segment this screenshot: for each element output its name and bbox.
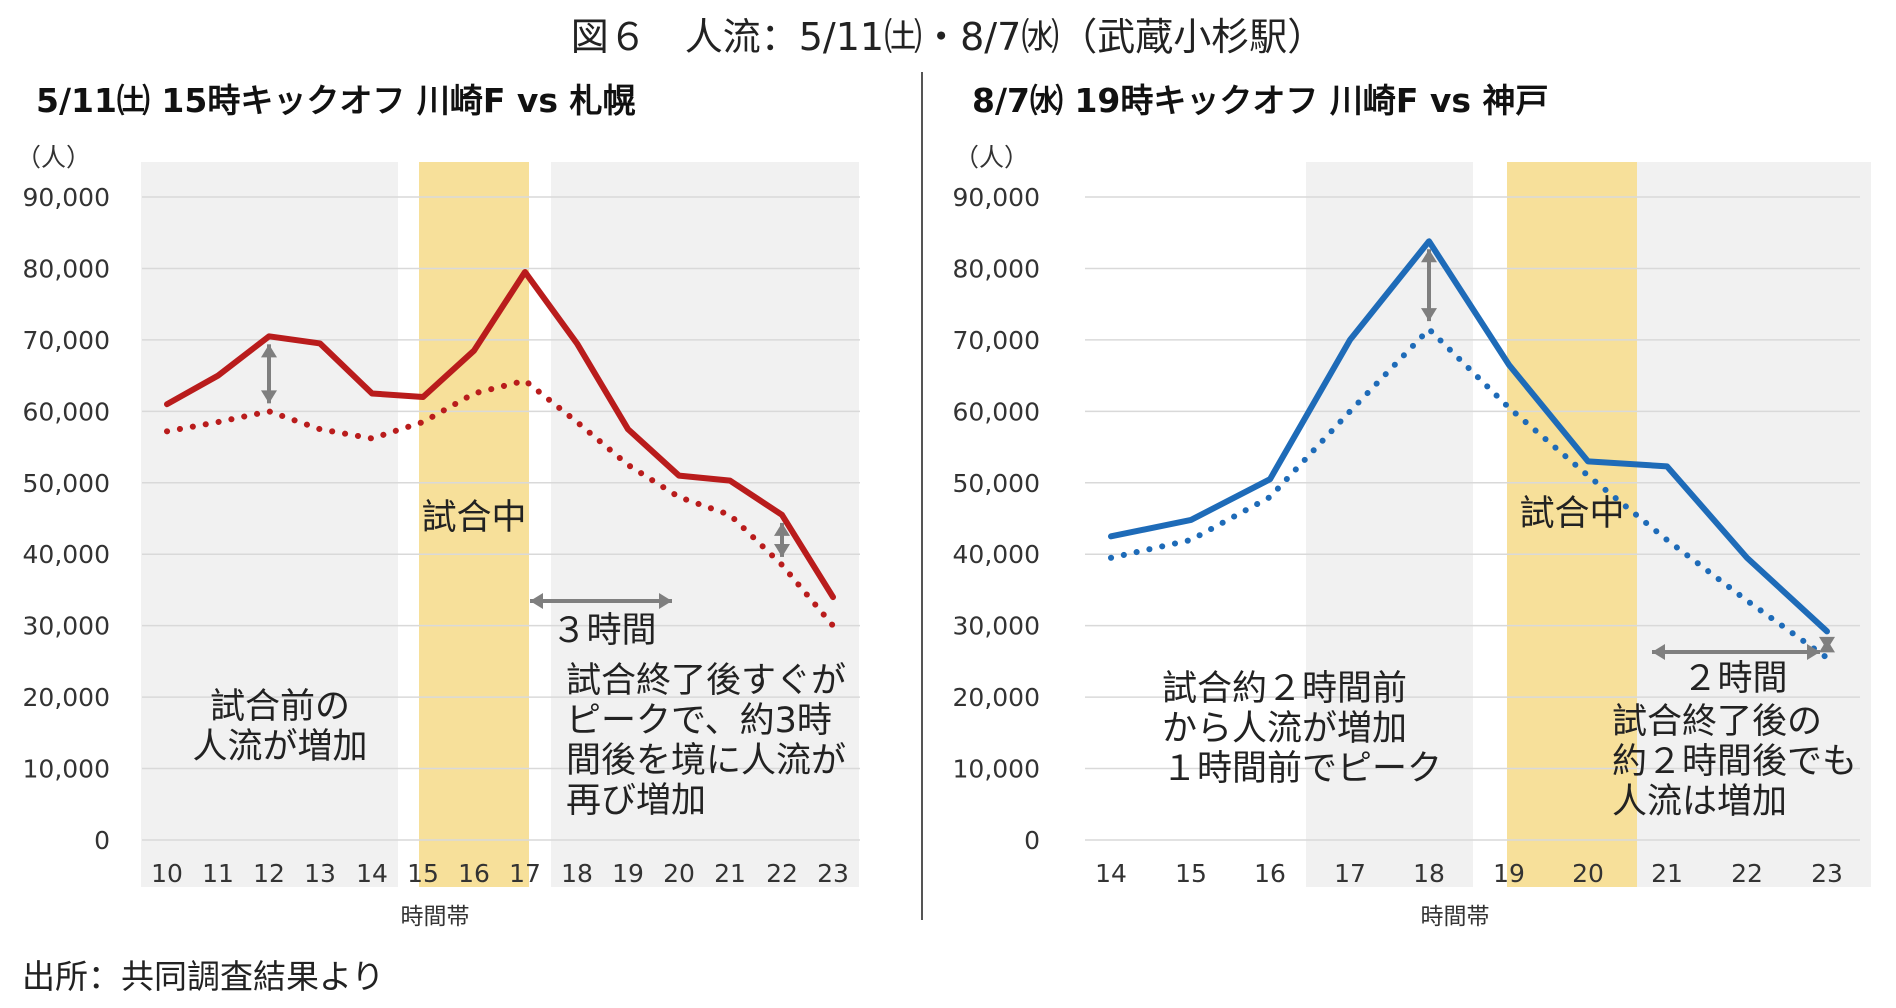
gap-arrow-head <box>1421 308 1437 322</box>
x-tick-label: 17 <box>509 859 541 888</box>
annotation-text: から人流が増加 <box>1162 709 1407 749</box>
annotation-text: ３時間 <box>551 611 656 651</box>
x-tick-label: 21 <box>714 859 746 888</box>
gap-arrow-head <box>261 344 277 358</box>
annotation-text: 試合終了後の <box>1612 702 1822 742</box>
gap-arrow-head <box>1819 636 1835 650</box>
shaded-region <box>141 162 398 887</box>
x-tick-label: 22 <box>766 859 798 888</box>
y-tick-label: 60,000 <box>953 397 1040 426</box>
x-tick-label: 19 <box>1493 859 1525 888</box>
match-band <box>1507 162 1637 887</box>
x-tick-label: 15 <box>1175 859 1207 888</box>
y-tick-label: 70,000 <box>953 326 1040 355</box>
chart-right: 0 10,000 20,000 30,000 40,000 50,000 60,000 70,… <box>953 81 1871 930</box>
y-tick-label: 60,000 <box>23 397 110 426</box>
series-solid-line <box>164 269 836 601</box>
gap-arrow-head <box>774 543 790 557</box>
y-tick-label: 80,000 <box>23 254 110 283</box>
series-dotted-line <box>1108 326 1830 661</box>
shaded-region <box>1623 162 1871 887</box>
x-tick-label: 19 <box>612 859 644 888</box>
y-tick-label: 20,000 <box>23 683 110 712</box>
y-tick-label: 30,000 <box>23 612 110 641</box>
series-dotted-line <box>164 377 836 629</box>
duration-arrow-head <box>1652 644 1665 660</box>
annotation-text: 人流が増加 <box>192 727 367 767</box>
x-tick-label: 23 <box>817 859 849 888</box>
x-tick-label: 23 <box>1811 859 1843 888</box>
x-tick-label: 21 <box>1651 859 1683 888</box>
annotation-text: 人流は増加 <box>1612 782 1787 822</box>
x-tick-label: 15 <box>407 859 439 888</box>
x-tick-label: 22 <box>1731 859 1763 888</box>
y-tick-label: 10,000 <box>23 755 110 784</box>
x-axis-label: 時間帯 <box>401 904 470 930</box>
x-tick-label: 10 <box>151 859 183 888</box>
annotation-text: 試合前の <box>210 687 350 727</box>
x-axis-label: 時間帯 <box>1421 904 1490 930</box>
y-tick-label: 50,000 <box>953 469 1040 498</box>
y-tick-label: 80,000 <box>953 254 1040 283</box>
y-tick-label: 70,000 <box>23 326 110 355</box>
y-tick-label: 10,000 <box>953 755 1040 784</box>
x-tick-label: 18 <box>561 859 593 888</box>
annotation-text: 試合約２時間前 <box>1162 669 1407 709</box>
shaded-region <box>551 162 705 887</box>
match-band <box>419 162 529 887</box>
y-axis-unit: （人） <box>954 143 1029 172</box>
annotation-text: 再び増加 <box>566 781 706 821</box>
x-tick-label: 18 <box>1413 859 1445 888</box>
gap-arrow-head <box>774 522 790 536</box>
x-tick-label: 12 <box>253 859 285 888</box>
x-tick-label: 13 <box>304 859 336 888</box>
x-tick-label: 20 <box>1572 859 1604 888</box>
gap-arrow-head <box>261 390 277 404</box>
annotation-text: ピークで、約3時 <box>566 701 832 741</box>
x-tick-label: 14 <box>1095 859 1127 888</box>
duration-arrow-head <box>530 593 543 609</box>
y-tick-label: 90,000 <box>953 183 1040 212</box>
gap-arrow-head <box>1421 249 1437 263</box>
y-tick-label: 0 <box>94 826 110 855</box>
x-tick-label: 16 <box>458 859 490 888</box>
annotation-text: 試合終了後すぐが <box>566 661 846 701</box>
y-tick-label: 50,000 <box>23 469 110 498</box>
chart-left: 0 10,000 20,000 30,000 40,000 50,000 60,000 70,… <box>16 81 860 930</box>
y-tick-label: 90,000 <box>23 183 110 212</box>
y-tick-label: 40,000 <box>953 540 1040 569</box>
x-tick-label: 11 <box>202 859 234 888</box>
x-tick-label: 17 <box>1334 859 1366 888</box>
source-note: 出所：共同調査結果より <box>22 957 384 996</box>
match-band-label: 試合中 <box>421 498 526 538</box>
x-tick-label: 16 <box>1254 859 1286 888</box>
annotation-text: １時間前でピーク <box>1162 749 1442 789</box>
figure-title: 図６ 人流：5/11㈯・8/7㈬（武蔵小杉駅） <box>571 15 1326 59</box>
x-tick-label: 14 <box>356 859 388 888</box>
shaded-region <box>1306 162 1473 887</box>
y-tick-label: 0 <box>1024 826 1040 855</box>
chart-title: 8/7㈬ 19時キックオフ 川崎F vs 神戸 <box>972 81 1549 120</box>
y-tick-label: 20,000 <box>953 683 1040 712</box>
y-tick-label: 40,000 <box>23 540 110 569</box>
annotation-text: 間後を境に人流が <box>566 741 846 781</box>
y-tick-label: 30,000 <box>953 612 1040 641</box>
duration-arrow-head <box>1807 644 1820 660</box>
duration-arrow-head <box>659 593 672 609</box>
annotation-text: ２時間 <box>1682 659 1787 699</box>
y-axis-unit: （人） <box>16 143 91 172</box>
x-tick-label: 20 <box>663 859 695 888</box>
annotation-text: 約２時間後でも <box>1612 742 1857 782</box>
series-solid-line <box>1108 238 1830 635</box>
chart-title: 5/11㈯ 15時キックオフ 川崎F vs 札幌 <box>36 81 636 120</box>
match-band-label: 試合中 <box>1519 494 1624 534</box>
